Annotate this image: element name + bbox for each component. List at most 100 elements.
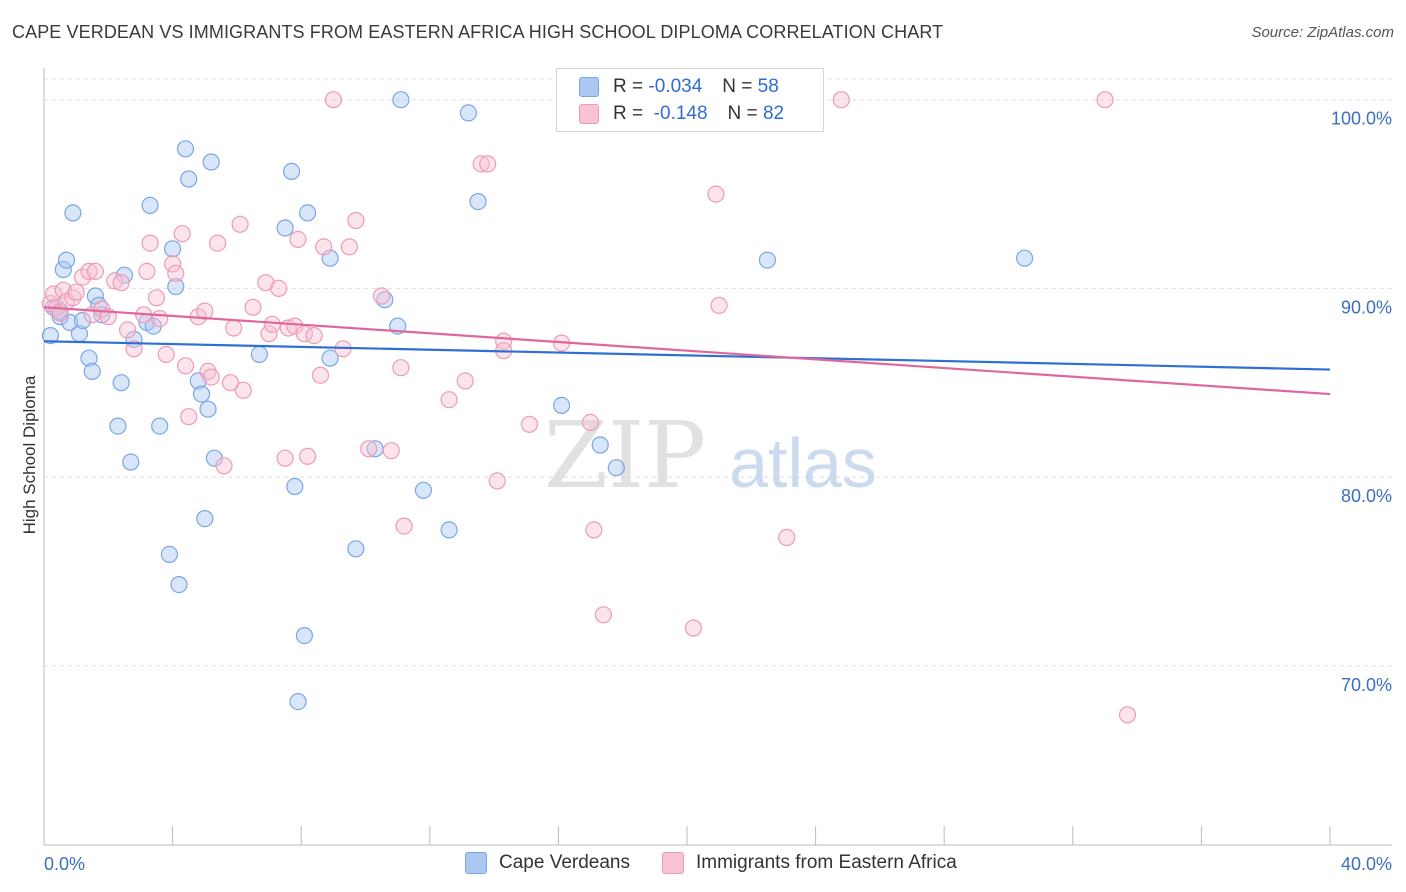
data-point-eastern-africa [289,230,307,248]
data-point-eastern-africa [167,264,185,282]
source-label: Source: ZipAtlas.com [1251,24,1394,41]
data-point-cape-verdean [440,521,458,539]
data-point-cape-verdean [1015,249,1034,267]
data-point-eastern-africa [138,262,156,280]
data-point-cape-verdean [414,481,432,499]
data-point-eastern-africa [832,91,850,109]
data-point-eastern-africa [270,279,288,297]
data-point-eastern-africa [324,91,342,109]
legend-n-value: 82 [762,103,785,124]
series-swatch-blue [465,852,487,874]
data-point-eastern-africa [707,185,725,203]
data-point-eastern-africa [260,325,278,343]
series-legend-label: Cape Verdeans [499,852,630,873]
data-point-cape-verdean [160,545,178,564]
data-point-eastern-africa [244,298,262,316]
data-point-cape-verdean [202,153,220,171]
data-point-eastern-africa [360,440,378,458]
data-point-eastern-africa [1096,91,1114,109]
data-point-eastern-africa [479,155,497,173]
legend-n-label: N = [722,76,753,97]
series-legend-eastern-africa: Immigrants from Eastern Africa [662,852,957,874]
series-legend: Cape Verdeans Immigrants from Eastern Af… [0,852,1406,878]
data-point-eastern-africa [585,521,603,539]
data-point-cape-verdean [607,459,625,477]
data-point-cape-verdean [167,277,185,296]
axes [43,68,1392,846]
data-point-cape-verdean [289,692,307,711]
data-point-eastern-africa [225,319,243,337]
data-point-eastern-africa [164,255,182,273]
data-point-eastern-africa [202,368,220,386]
data-point-cape-verdean [176,140,195,158]
data-point-eastern-africa [157,345,175,363]
data-point-cape-verdean [83,362,101,380]
data-point-eastern-africa [315,238,333,256]
y-tick-labels: 70.0% 80.0% 90.0% 100.0% [1331,109,1392,695]
data-point-cape-verdean [276,219,294,237]
data-point-eastern-africa [112,274,130,292]
data-point-cape-verdean [283,162,301,180]
data-point-eastern-africa [86,262,105,280]
data-point-eastern-africa [141,234,159,252]
series-cape-verdeans [41,91,1034,711]
data-point-cape-verdean [758,251,777,269]
series-legend-cape-verdeans: Cape Verdeans [465,852,630,874]
x-tick-label: 0.0% [44,854,85,874]
data-point-eastern-africa [276,449,294,467]
data-point-eastern-africa [173,225,191,243]
data-point-eastern-africa [234,381,252,399]
data-point-eastern-africa [347,211,365,230]
data-point-cape-verdean [459,104,477,122]
data-point-cape-verdean [180,170,198,188]
data-point-cape-verdean [347,540,365,558]
trend-line-cape-verdeans [43,340,1331,371]
data-point-cape-verdean [196,509,214,528]
data-point-cape-verdean [591,436,609,454]
data-point-cape-verdean [199,400,217,418]
data-point-eastern-africa [106,272,124,290]
data-point-eastern-africa [221,374,240,392]
data-point-cape-verdean [552,396,571,414]
data-point-cape-verdean [321,349,339,367]
data-point-eastern-africa [176,357,195,375]
legend-swatch-pink [579,104,599,124]
data-point-cape-verdean [192,385,211,403]
legend-r-label: R = [613,76,644,97]
data-point-cape-verdean [41,327,60,345]
y-tick-label: 70.0% [1341,675,1392,695]
data-point-eastern-africa [594,606,613,624]
data-point-eastern-africa [520,415,539,433]
series-eastern-africa [41,91,1137,724]
data-point-cape-verdean [164,240,182,258]
data-point-cape-verdean [80,349,98,367]
data-point-eastern-africa [125,340,143,358]
grid-lines [44,78,1392,667]
data-point-cape-verdean [109,417,127,435]
legend-n-value: 58 [757,76,779,97]
x-tick-label: 40.0% [1341,854,1392,874]
data-point-eastern-africa [684,619,703,637]
data-point-cape-verdean [151,417,169,435]
data-point-eastern-africa [311,366,330,384]
legend-row-cape-verdeans: R = -0.034 N = 58 [579,74,779,100]
y-tick-label: 80.0% [1341,486,1392,506]
data-point-cape-verdean [112,374,130,392]
data-point-cape-verdean [141,196,159,214]
watermark: ZIP atlas [544,402,877,509]
chart-title: CAPE VERDEAN VS IMMIGRANTS FROM EASTERN … [12,22,944,42]
data-point-eastern-africa [299,447,317,465]
data-point-cape-verdean [64,204,82,222]
data-point-eastern-africa [180,408,198,426]
data-point-eastern-africa [382,442,400,460]
data-point-eastern-africa [392,359,410,377]
y-tick-label: 90.0% [1341,297,1392,317]
data-point-eastern-africa [456,372,474,390]
data-point-cape-verdean [54,260,72,279]
trend-lines [43,306,1331,396]
data-point-eastern-africa [440,391,458,409]
data-point-eastern-africa [80,262,98,280]
legend-r-value: -0.148 [653,103,708,124]
data-point-eastern-africa [373,287,391,305]
data-point-eastern-africa [209,234,227,252]
